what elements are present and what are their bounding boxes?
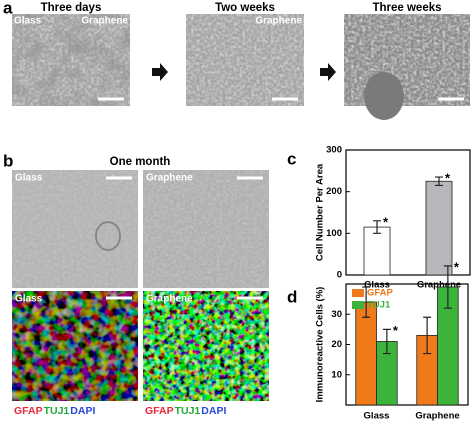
image — [344, 14, 470, 120]
arrow — [320, 63, 336, 81]
legend-swatch — [352, 301, 364, 309]
panel-label: c — [287, 149, 296, 168]
panel-title: One month — [110, 156, 171, 168]
significance: * — [383, 214, 389, 229]
image — [12, 170, 138, 288]
image-title: Two weeks — [215, 2, 275, 14]
image — [12, 291, 138, 401]
image — [143, 170, 269, 288]
x-tick-label: Graphene — [417, 280, 461, 291]
legend-label: TUJ1 — [367, 300, 391, 311]
stain-label: DAPI — [201, 405, 226, 417]
error-bar — [373, 220, 381, 234]
y-tick-label: 0 — [337, 270, 342, 281]
stain-legend: GFAP TUJ1 DAPI GFAP TUJ1 DAPI — [14, 405, 226, 417]
legend-label: GFAP — [367, 288, 394, 299]
image-label: Glass — [14, 16, 42, 27]
image-label: Glass — [15, 294, 43, 305]
stain-label: DAPI — [70, 405, 95, 417]
y-tick-label: 100 — [326, 228, 342, 239]
stain-label: GFAP — [14, 405, 43, 417]
panel-label: b — [3, 151, 13, 170]
image-label: Glass — [15, 173, 43, 184]
panel-label: a — [3, 0, 13, 17]
y-tick-label: 200 — [326, 186, 342, 197]
x-tick-label: Glass — [364, 411, 390, 422]
image-title: Three weeks — [372, 2, 441, 14]
image-label: Graphene — [81, 16, 128, 27]
arrow — [152, 63, 168, 81]
plot-frame — [345, 149, 471, 276]
x-tick-label: Glass — [364, 280, 390, 291]
y-tick-label: 30 — [331, 309, 342, 320]
image-label: Graphene — [146, 294, 193, 305]
image — [12, 14, 130, 106]
stain-label: TUJ1 — [175, 405, 201, 417]
legend-swatch — [352, 289, 364, 297]
x-tick-label: Graphene — [415, 411, 459, 422]
image — [186, 14, 304, 106]
significance: * — [393, 323, 399, 338]
panel-label: d — [287, 287, 297, 306]
y-tick-label: 300 — [326, 145, 342, 156]
y-axis-label: Immunoreactive Cells (%) — [315, 287, 326, 403]
y-tick-label: 10 — [331, 369, 342, 380]
error-bar — [435, 176, 443, 187]
significance: * — [454, 259, 460, 274]
significance: * — [445, 171, 451, 186]
y-tick-label: 20 — [331, 339, 342, 350]
error-bar — [443, 265, 452, 309]
image-label: Graphene — [255, 16, 302, 27]
image-title: Three days — [41, 2, 102, 14]
image — [143, 291, 269, 401]
bar — [425, 180, 453, 276]
error-bar — [423, 316, 432, 355]
y-axis-label: Cell Number Per Area — [315, 163, 326, 261]
error-bar — [362, 286, 371, 318]
image-label: Graphene — [146, 173, 193, 184]
bar — [363, 226, 391, 276]
stain-label: TUJ1 — [44, 405, 70, 417]
stain-label: GFAP — [145, 405, 174, 417]
error-bar — [382, 328, 391, 355]
